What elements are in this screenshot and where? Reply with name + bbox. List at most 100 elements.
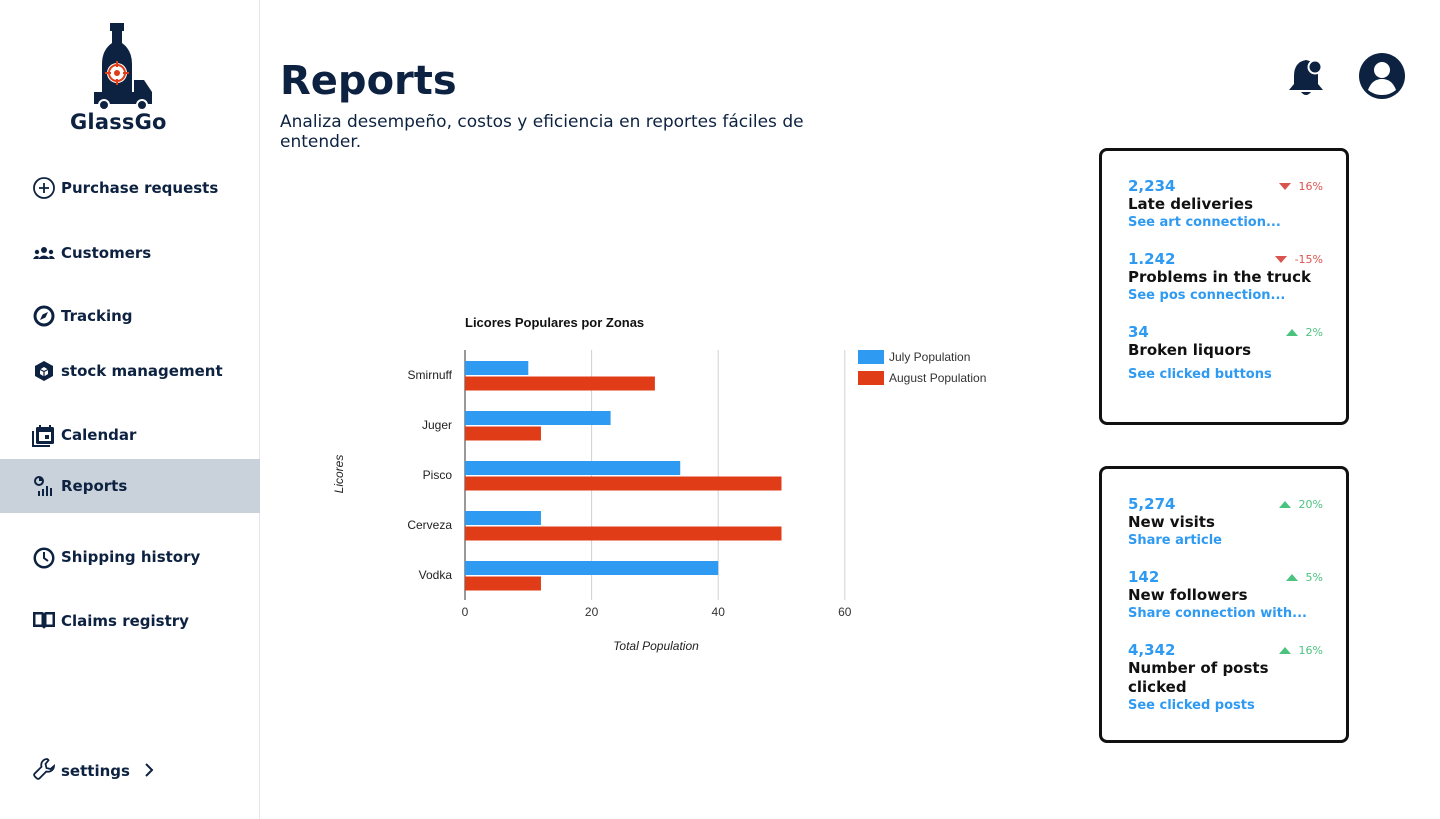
chart-x-tick-label: 20	[585, 605, 599, 619]
page-title: Reports	[280, 58, 457, 104]
stat-link[interactable]: Share article	[1128, 533, 1222, 548]
chart-y-tick-label: Pisco	[423, 468, 453, 482]
sidebar-item-purchase-requests[interactable]: Purchase requests	[0, 161, 260, 215]
chart-y-tick-label: Vodka	[419, 568, 453, 582]
chart-bar	[465, 426, 541, 441]
stat-link[interactable]: See pos connection...	[1128, 288, 1286, 303]
stat-problems-in-truck: 1.242 Problems in the truck See pos conn…	[1128, 250, 1343, 303]
clock-icon	[32, 545, 56, 569]
stat-change-value: 16%	[1298, 644, 1323, 657]
trend-down-icon	[1278, 183, 1291, 190]
chart-x-tick-label: 0	[462, 605, 469, 619]
app-name: GlassGo	[70, 110, 167, 134]
stat-label: Late deliveries	[1128, 195, 1254, 213]
chart-y-tick-label: Smirnuff	[408, 368, 453, 382]
sidebar-item-label: Customers	[61, 244, 152, 262]
sidebar-item-calendar[interactable]: Calendar	[0, 408, 260, 462]
compass-icon	[32, 304, 56, 328]
stat-new-followers: 142 New followers Share connection with.…	[1128, 568, 1343, 621]
stat-change-value: 20%	[1298, 498, 1323, 511]
stats-card-social: 5,274 New visits Share article 20% 142 N…	[1099, 466, 1349, 743]
sidebar-item-label: Tracking	[61, 307, 133, 325]
bar-chart: Licores Populares por Zonas 0 20 40 60 Smirn…	[332, 315, 986, 653]
stat-change: 20%	[1278, 498, 1323, 511]
sidebar-item-label: Claims registry	[61, 612, 189, 630]
stat-label: New followers	[1128, 586, 1248, 604]
trend-up-icon	[1285, 574, 1298, 581]
chart-x-axis-label: Total Population	[613, 639, 699, 653]
sidebar-item-stock-management[interactable]: stock management	[0, 344, 260, 398]
sidebar-item-label: Purchase requests	[61, 179, 219, 197]
chart-legend-swatch	[858, 371, 884, 385]
stat-link[interactable]: Share connection with...	[1128, 606, 1307, 621]
book-icon	[32, 609, 56, 633]
sidebar: GlassGo Purchase requests Customers Trac…	[0, 0, 260, 819]
trend-up-icon	[1278, 501, 1291, 508]
chart-bar	[465, 411, 611, 425]
stat-late-deliveries: 2,234 Late deliveries See art connection…	[1128, 177, 1343, 230]
stat-value: 1.242	[1128, 250, 1176, 268]
chart-x-tick-label: 40	[712, 605, 726, 619]
calendar-icon	[32, 423, 56, 447]
stat-change-value: 16%	[1298, 180, 1323, 193]
wrench-icon	[32, 757, 56, 785]
settings-button[interactable]: settings	[32, 757, 154, 785]
chevron-right-icon	[144, 762, 154, 781]
chart-y-axis-label: Licores	[332, 455, 346, 494]
box-icon	[32, 359, 56, 383]
stat-value: 4,342	[1128, 641, 1176, 659]
chart-legend-label: August Population	[889, 371, 986, 385]
stat-posts-clicked: 4,342 Number of posts clicked See clicke…	[1128, 641, 1343, 713]
plus-circle-icon	[32, 176, 56, 200]
report-chart-icon	[32, 474, 56, 498]
group-icon	[32, 241, 56, 265]
stat-change: 16%	[1278, 644, 1323, 657]
stat-change-value: 2%	[1305, 326, 1323, 339]
sidebar-item-tracking[interactable]: Tracking	[0, 289, 260, 343]
stat-change: 16%	[1278, 180, 1323, 193]
stat-broken-liquors: 34 Broken liquors See clicked buttons 2%	[1128, 323, 1343, 382]
stat-link[interactable]: See art connection...	[1128, 215, 1281, 230]
chart-bar	[465, 376, 655, 391]
stat-link[interactable]: See clicked posts	[1128, 698, 1255, 713]
trend-up-icon	[1285, 329, 1298, 336]
chart-x-tick-label: 60	[838, 605, 852, 619]
chart-legend-label: July Population	[889, 350, 970, 364]
trend-up-icon	[1278, 647, 1291, 654]
notification-bell-icon[interactable]	[1286, 56, 1326, 98]
stat-change-value: 5%	[1305, 571, 1323, 584]
chart-legend-swatch	[858, 350, 884, 364]
settings-label: settings	[61, 762, 130, 780]
sidebar-item-claims-registry[interactable]: Claims registry	[0, 594, 260, 648]
stat-value: 142	[1128, 568, 1160, 586]
trend-down-icon	[1274, 256, 1287, 263]
stat-label: Number of posts clicked	[1128, 659, 1269, 696]
stat-change: -15%	[1274, 253, 1323, 266]
sidebar-item-label: Calendar	[61, 426, 137, 444]
chart-y-tick-label: Cerveza	[407, 518, 452, 532]
chart-title: Licores Populares por Zonas	[465, 315, 644, 330]
stat-label: Problems in the truck	[1128, 268, 1311, 286]
stat-new-visits: 5,274 New visits Share article 20%	[1128, 495, 1343, 548]
chart-bar	[465, 476, 782, 491]
stat-value: 5,274	[1128, 495, 1176, 513]
sidebar-item-shipping-history[interactable]: Shipping history	[0, 530, 260, 584]
chart-bar	[465, 461, 681, 475]
chart-bar	[465, 561, 719, 575]
stat-value: 34	[1128, 323, 1149, 341]
sidebar-item-customers[interactable]: Customers	[0, 226, 260, 280]
sidebar-item-reports[interactable]: Reports	[0, 459, 260, 513]
user-profile-icon[interactable]	[1358, 52, 1406, 100]
stat-label: Broken liquors	[1128, 341, 1252, 359]
chart-bar	[465, 576, 541, 591]
stat-link[interactable]: See clicked buttons	[1128, 367, 1272, 382]
chart-y-tick-label: Juger	[422, 418, 452, 432]
sidebar-item-label: Shipping history	[61, 548, 201, 566]
page-subtitle: Analiza desempeño, costos y eficiencia e…	[280, 112, 804, 152]
stats-card-deliveries: 2,234 Late deliveries See art connection…	[1099, 148, 1349, 425]
chart-bar	[465, 361, 529, 375]
sidebar-item-label: Reports	[61, 477, 128, 495]
chart-bar	[465, 526, 782, 541]
chart-bar	[465, 511, 541, 525]
glassgo-logo	[94, 23, 152, 111]
